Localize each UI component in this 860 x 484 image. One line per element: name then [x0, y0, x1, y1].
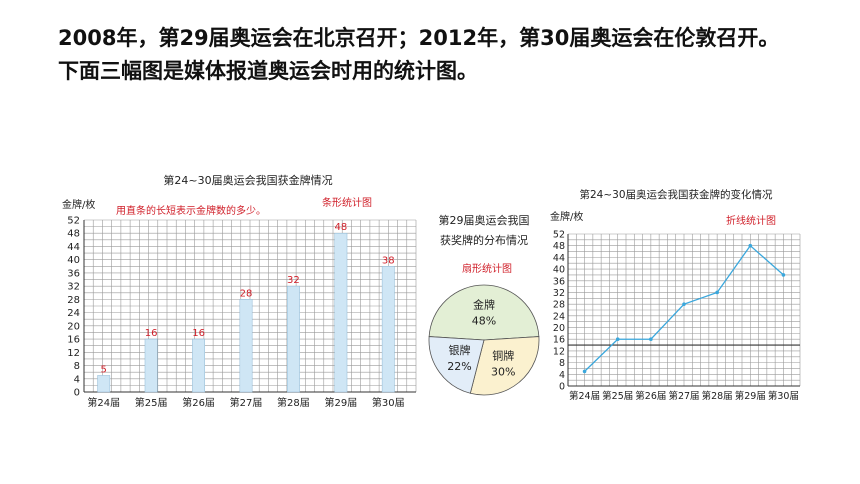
line-chart: 第24~30届奥运会我国获金牌的变化情况 金牌/枚 折线统计图 04812162… [550, 188, 801, 402]
bar [239, 299, 253, 393]
pie-slice [428, 284, 540, 341]
pie-chart: 第29届奥运会我国 获奖牌的分布情况 扇形统计图 金牌 48% 铜牌 30% 银牌 22% [428, 213, 540, 396]
bar [97, 375, 111, 393]
line-y-tick-label: 36 [553, 276, 565, 287]
line-chart-x-axis: 第24届 第25届 第26届 第27届 第28届 第29届 第30届 [569, 390, 799, 402]
bar-x-tick-label: 第27届 [230, 396, 263, 409]
line-point [615, 337, 620, 342]
bar [287, 285, 300, 393]
line-x-tick-label: 第24届 [569, 390, 600, 402]
bar-y-tick-label: 12 [67, 348, 80, 359]
line-point [715, 290, 719, 295]
line-y-tick-label: 20 [553, 323, 565, 334]
pie-slice-percent: 48% [472, 315, 496, 328]
bar-chart: 第24~30届奥运会我国获金牌情况 金牌/枚 用直条的长短表示金牌数的多少。 条… [62, 173, 417, 409]
pie-slice-label: 银牌 [449, 343, 471, 357]
line-x-tick-label: 第29届 [735, 390, 766, 402]
bar-y-tick-label: 24 [67, 308, 80, 319]
bar-value-label: 38 [382, 255, 395, 266]
bar-y-tick-label: 44 [67, 242, 80, 253]
pie-slice [469, 336, 540, 396]
line-x-tick-label: 第27届 [668, 390, 699, 402]
bar-x-tick-label: 第24届 [87, 396, 120, 409]
line-chart-title: 第24~30届奥运会我国获金牌的变化情况 [579, 188, 773, 201]
bar-value-label: 48 [334, 222, 347, 233]
line-point [781, 273, 786, 277]
pie-slice-label: 金牌 [473, 298, 495, 312]
intro-line-2: 下面三幅图是媒体报道奥运会时用的统计图。 [58, 59, 478, 83]
bar-x-tick-label: 第30届 [372, 396, 405, 409]
bar-value-label: 32 [287, 275, 300, 286]
line-y-tick-label: 40 [553, 265, 565, 276]
line-x-tick-label: 第28届 [702, 390, 733, 402]
line-y-tick-label: 44 [553, 253, 565, 264]
bar-chart-x-axis: 第24届 第25届 第26届 第27届 第28届 第29届 第30届 [87, 396, 404, 409]
bar-x-tick-label: 第26届 [182, 396, 215, 409]
line-chart-series [582, 243, 786, 374]
line-y-tick-label: 24 [553, 311, 565, 322]
bar-x-tick-label: 第28届 [277, 396, 310, 409]
bar-y-tick-label: 0 [74, 388, 80, 399]
bar-y-tick-label: 16 [67, 335, 80, 346]
bar-y-tick-label: 32 [67, 282, 80, 293]
bar-y-tick-label: 20 [67, 321, 80, 332]
bar-chart-tag: 条形统计图 [322, 196, 372, 209]
bar-chart-bars: 5 16 16 28 32 48 38 [97, 222, 395, 393]
intro-text: 2008年，第29届奥运会在北京召开；2012年，第30届奥运会在伦敦召开。 下… [58, 22, 779, 88]
line-x-tick-label: 第25届 [602, 390, 633, 402]
bar [381, 266, 395, 393]
intro-line-1: 2008年，第29届奥运会在北京召开；2012年，第30届奥运会在伦敦召开。 [58, 26, 780, 50]
bar-y-tick-label: 48 [67, 229, 80, 240]
line-chart-grid [567, 233, 801, 387]
pie-slice-percent: 22% [447, 360, 471, 373]
bar-value-label: 16 [145, 328, 158, 339]
line-y-tick-label: 8 [559, 358, 565, 369]
line-y-tick-label: 4 [559, 370, 565, 381]
bar-y-tick-label: 40 [67, 255, 80, 266]
bar [334, 232, 348, 393]
bar [192, 338, 205, 393]
line-x-tick-label: 第30届 [768, 390, 799, 402]
bar-x-tick-label: 第29届 [324, 396, 357, 409]
bar-y-tick-label: 28 [67, 295, 80, 306]
line-point [649, 337, 653, 342]
bar-value-label: 28 [240, 288, 253, 299]
line-chart-tag: 折线统计图 [726, 214, 776, 227]
line-y-tick-label: 52 [553, 230, 565, 241]
bar-y-tick-label: 52 [67, 216, 80, 227]
line-x-tick-label: 第26届 [635, 390, 666, 402]
bar-x-tick-label: 第25届 [135, 396, 168, 409]
bar-value-label: 16 [192, 328, 205, 339]
line-y-tick-label: 48 [553, 241, 565, 252]
line-chart-ylabel: 金牌/枚 [550, 210, 583, 223]
line-y-tick-label: 32 [553, 288, 565, 299]
pie-chart-tag: 扇形统计图 [462, 262, 512, 275]
bar-y-tick-label: 8 [74, 361, 80, 372]
bar-chart-ylabel: 金牌/枚 [62, 198, 95, 211]
pie-chart-title-line-2: 获奖牌的分布情况 [440, 233, 528, 247]
bar-chart-annotation: 用直条的长短表示金牌数的多少。 [116, 204, 266, 217]
bar-chart-title: 第24~30届奥运会我国获金牌情况 [163, 173, 332, 187]
line-y-tick-label: 0 [559, 382, 565, 393]
pie-slice-label: 铜牌 [492, 348, 514, 362]
pie-slice-percent: 30% [491, 365, 515, 378]
line-y-tick-label: 12 [553, 346, 565, 357]
pie-chart-slices: 金牌 48% 铜牌 30% 银牌 22% [428, 284, 540, 396]
pie-chart-title-line-1: 第29届奥运会我国 [439, 213, 530, 227]
line-point [748, 243, 753, 248]
line-point [582, 369, 587, 374]
line-y-tick-label: 28 [553, 300, 565, 311]
pie-slice [428, 336, 485, 394]
line-y-tick-label: 16 [553, 335, 565, 346]
bar [144, 338, 158, 393]
bar-y-tick-label: 36 [67, 268, 80, 279]
bar-value-label: 5 [101, 364, 107, 375]
line-point [682, 302, 686, 306]
bar-y-tick-label: 4 [74, 374, 80, 385]
